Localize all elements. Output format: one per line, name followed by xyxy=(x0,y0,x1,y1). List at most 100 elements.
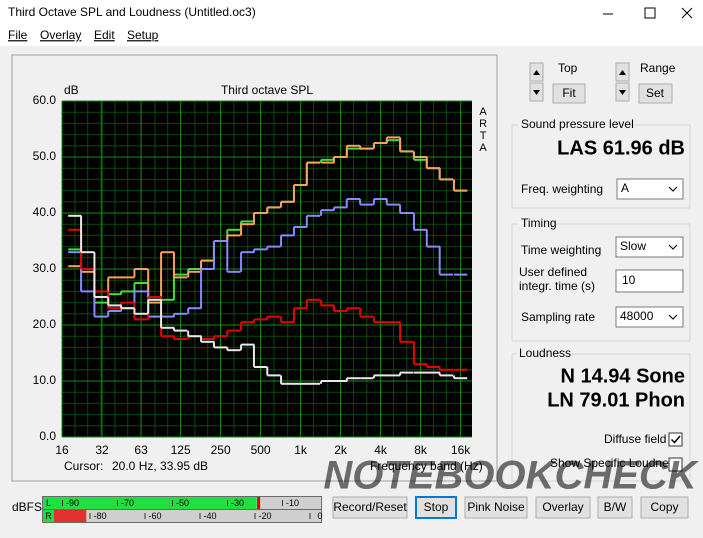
x-tick-label: 250 xyxy=(211,443,231,457)
select-value[interactable]: Slow xyxy=(620,239,646,253)
meter-track xyxy=(43,510,321,522)
button-label[interactable]: Pink Noise xyxy=(467,500,525,514)
window-title: Third Octave SPL and Loudness (Untitled.… xyxy=(8,5,256,19)
select-box[interactable] xyxy=(615,306,684,328)
field-label-box: User defined integr. time (s) xyxy=(519,265,596,293)
side-label: ARTA xyxy=(477,106,489,154)
group-frame xyxy=(511,353,691,482)
x-tick-label: 500 xyxy=(251,443,271,457)
menu-item[interactable]: File xyxy=(8,28,28,42)
group-title-bg xyxy=(518,217,556,231)
checkbox[interactable] xyxy=(668,457,683,472)
cursor-value: 20.0 Hz, 33.95 dB xyxy=(112,459,208,473)
meter-tick-label: -70 xyxy=(121,498,134,508)
button-bar: Record/Reset Stop Pink Noise Overlay B/W Copy xyxy=(332,496,689,519)
menu-bar: File Overlay Edit Setup xyxy=(8,28,159,42)
cursor-label: Cursor: xyxy=(64,459,103,473)
select-box[interactable] xyxy=(616,178,684,200)
top-label: Top xyxy=(558,61,578,75)
y-tick-label: 40.0 xyxy=(33,205,57,219)
button[interactable] xyxy=(535,496,591,519)
meter-level xyxy=(45,497,257,509)
loudness-ln: LN 79.01 Phon xyxy=(547,389,685,411)
button[interactable] xyxy=(464,496,528,519)
range-label: Range xyxy=(640,61,676,75)
check-mark xyxy=(670,435,681,444)
button[interactable] xyxy=(640,496,689,519)
chevron xyxy=(668,186,678,192)
button[interactable] xyxy=(332,496,408,519)
arrow xyxy=(533,90,540,95)
group-title: Sound pressure level xyxy=(521,117,634,131)
meter-level xyxy=(45,510,87,522)
select-box[interactable] xyxy=(615,236,684,258)
button-label[interactable]: B/W xyxy=(604,500,627,514)
meter-peak xyxy=(257,497,261,509)
x-axis-label: Frequency band (Hz) xyxy=(370,459,483,473)
chevron xyxy=(668,244,678,250)
y-tick-label: 60.0 xyxy=(33,93,57,107)
meter-tick-label: -90 xyxy=(66,498,79,508)
close-icon[interactable] xyxy=(681,7,693,19)
x-tick-label: 16 xyxy=(55,443,69,457)
set-button-label[interactable]: Set xyxy=(646,86,665,100)
meter-tick-label: -10 xyxy=(286,498,299,508)
button-label[interactable]: Overlay xyxy=(542,500,583,514)
button-label[interactable]: Stop xyxy=(424,500,449,514)
field-label: Freq. weighting xyxy=(521,182,603,196)
channel-label: L xyxy=(46,498,51,508)
maximize-icon[interactable] xyxy=(644,7,656,19)
field-label: User defined integr. time (s) xyxy=(519,265,596,293)
meter-tick-label: -80 xyxy=(93,511,106,521)
input-box[interactable] xyxy=(615,269,684,293)
menu-item[interactable]: Setup xyxy=(127,28,159,42)
arrow xyxy=(533,70,540,75)
set-button[interactable] xyxy=(638,83,673,104)
meter-tick-label: -20 xyxy=(258,511,271,521)
fit-button[interactable] xyxy=(552,83,586,104)
arrow xyxy=(619,70,626,75)
arrow xyxy=(619,90,626,95)
meter-tick-label: 0 xyxy=(317,511,322,521)
y-tick-label: 0.0 xyxy=(39,429,56,443)
watermark: NOTEBOOKCHECK xyxy=(323,454,699,498)
menu-item[interactable]: Edit xyxy=(94,28,115,42)
spl-reading: LAS 61.96 dB xyxy=(557,137,685,159)
x-tick-label: 125 xyxy=(171,443,191,457)
meter-tick-label: -60 xyxy=(148,511,161,521)
checkbox[interactable] xyxy=(668,432,683,447)
y-tick-label: 50.0 xyxy=(33,149,57,163)
button[interactable] xyxy=(597,496,633,519)
x-tick-label: 8k xyxy=(414,443,428,457)
group-title: Timing xyxy=(521,216,557,230)
field-label: Sampling rate xyxy=(521,310,595,324)
input-value[interactable]: 10 xyxy=(622,273,636,287)
meter-unit: dBFS xyxy=(12,500,42,514)
y-tick-label: 20.0 xyxy=(33,317,57,331)
group-frame xyxy=(511,223,691,342)
y-tick-label: 30.0 xyxy=(33,261,57,275)
meter-tick-label: -50 xyxy=(176,498,189,508)
channel-box xyxy=(43,510,54,522)
menu-item[interactable]: Overlay xyxy=(40,28,81,42)
select-value[interactable]: 48000 xyxy=(620,309,654,323)
x-tick-label: 63 xyxy=(134,443,148,457)
button-label[interactable]: Copy xyxy=(650,500,678,514)
channel-label: R xyxy=(45,511,52,521)
y-axis-label: dB xyxy=(64,83,79,97)
fit-button-label[interactable]: Fit xyxy=(562,86,576,100)
x-tick-label: 32 xyxy=(95,443,109,457)
field-label: Time weighting xyxy=(521,243,601,257)
channel-box xyxy=(43,497,54,509)
x-tick-label: 16k xyxy=(451,443,471,457)
meters: L -90 -70 -50 -30 -10 R -80 -60 -40 -20 0 xyxy=(43,497,323,522)
select-value[interactable]: A xyxy=(621,181,629,195)
group-title-bg xyxy=(516,347,568,361)
x-tick-label: 1k xyxy=(294,443,308,457)
chart-title: Third octave SPL xyxy=(221,83,313,97)
button-label[interactable]: Record/Reset xyxy=(333,500,407,514)
x-tick-label: 4k xyxy=(374,443,388,457)
checkbox-label: Show Specific Loudness xyxy=(550,456,681,470)
plot-lines xyxy=(68,136,468,385)
button[interactable] xyxy=(415,496,457,519)
